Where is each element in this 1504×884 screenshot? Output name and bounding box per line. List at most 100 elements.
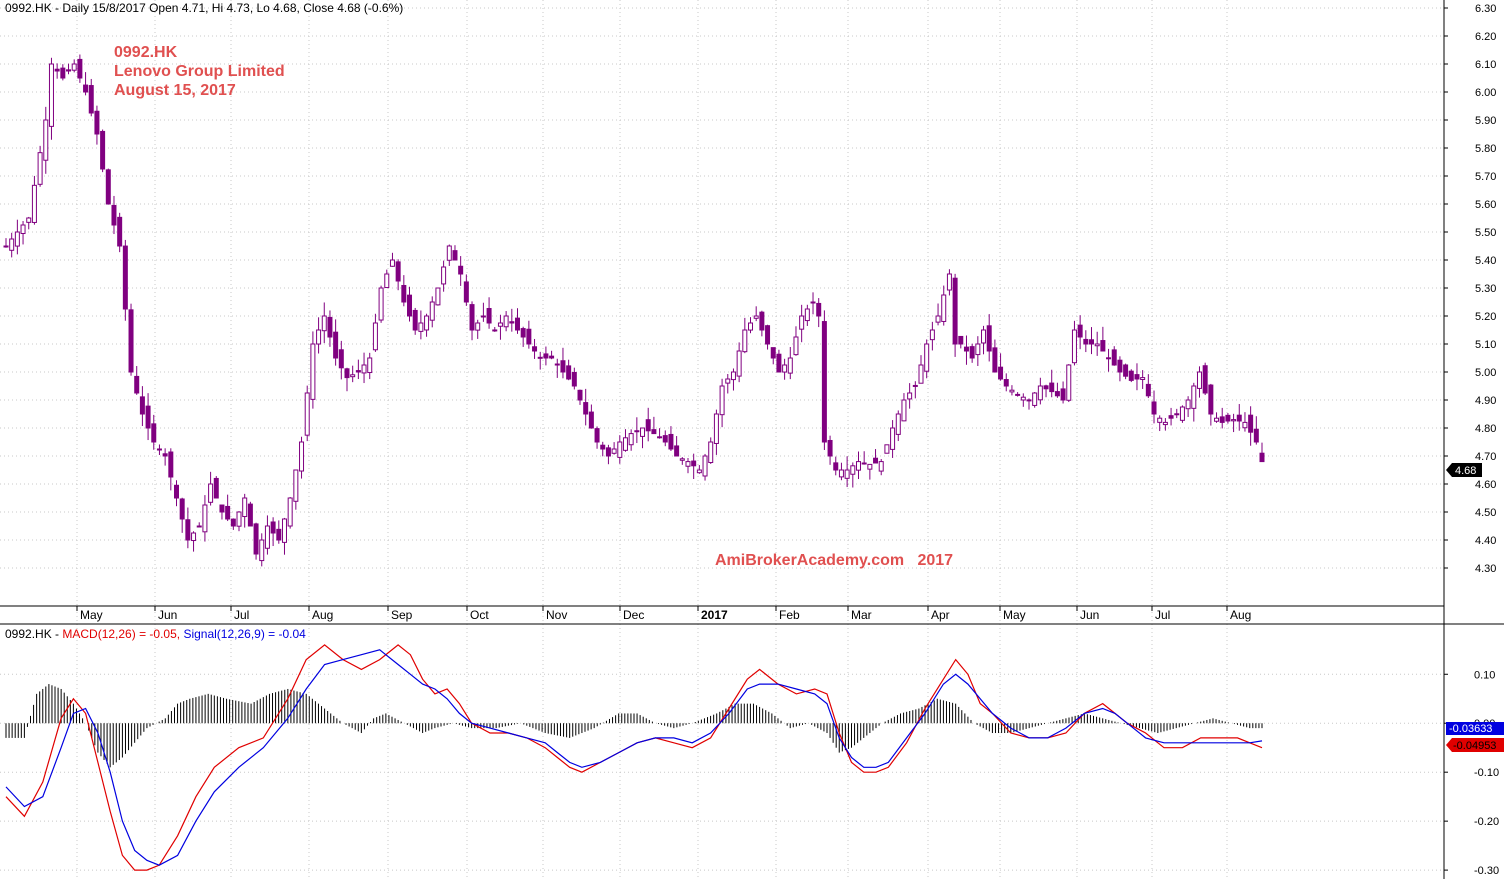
candle bbox=[867, 463, 873, 480]
date-tick-label: Jul bbox=[234, 608, 249, 622]
candle bbox=[497, 314, 503, 340]
price-tick-label: 4.80 bbox=[1475, 423, 1496, 435]
candle bbox=[37, 145, 43, 187]
candle bbox=[480, 302, 486, 322]
annotation-date: August 15, 2017 bbox=[114, 82, 236, 99]
candle bbox=[389, 252, 395, 267]
candle bbox=[446, 244, 452, 266]
candle bbox=[1026, 398, 1032, 410]
candle bbox=[1202, 362, 1208, 396]
candle bbox=[588, 404, 594, 429]
candle bbox=[407, 286, 413, 322]
candle bbox=[355, 359, 361, 380]
candle bbox=[128, 303, 134, 376]
date-tick-label: Apr bbox=[931, 608, 950, 622]
candle bbox=[702, 453, 708, 481]
candle bbox=[1157, 415, 1163, 432]
candle bbox=[1066, 364, 1072, 403]
candle bbox=[782, 358, 788, 380]
date-tick-label: May bbox=[80, 608, 103, 622]
candle bbox=[31, 175, 37, 225]
candle bbox=[333, 319, 339, 366]
annotation-symbol: 0992.HK bbox=[114, 44, 178, 61]
date-tick-label: May bbox=[1003, 608, 1026, 622]
candle bbox=[156, 444, 162, 456]
candle bbox=[713, 409, 719, 455]
annotation-company: Lenovo Group Limited bbox=[114, 63, 285, 80]
candle bbox=[1020, 393, 1026, 407]
candle bbox=[361, 352, 367, 384]
candle bbox=[270, 517, 276, 547]
candle bbox=[1083, 330, 1089, 353]
candle bbox=[1060, 381, 1066, 404]
candle bbox=[696, 465, 702, 474]
candle bbox=[105, 168, 111, 205]
price-tick-label: 5.80 bbox=[1475, 143, 1496, 155]
price-header: 0992.HK - Daily 15/8/2017 Open 4.71, Hi … bbox=[5, 1, 403, 15]
candle bbox=[1094, 331, 1100, 356]
candle bbox=[838, 462, 844, 481]
candle bbox=[1168, 407, 1174, 426]
date-tick-label: Nov bbox=[546, 608, 567, 622]
candle bbox=[878, 459, 884, 476]
candle bbox=[424, 313, 430, 337]
price-tick-label: 5.30 bbox=[1475, 283, 1496, 295]
candle bbox=[929, 321, 935, 351]
macd-header: 0992.HK - MACD(12,26) = -0.05, Signal(12… bbox=[5, 627, 306, 641]
candle bbox=[975, 336, 981, 366]
candle bbox=[395, 259, 401, 291]
candle bbox=[816, 298, 822, 328]
macd-histogram bbox=[5, 684, 1263, 768]
candle bbox=[202, 495, 208, 542]
candle bbox=[730, 368, 736, 391]
candle bbox=[1145, 374, 1151, 399]
candle bbox=[179, 497, 185, 533]
candle bbox=[9, 232, 15, 258]
price-tick-label: 4.90 bbox=[1475, 395, 1496, 407]
candle bbox=[168, 448, 174, 491]
price-tick-label: 6.10 bbox=[1475, 59, 1496, 71]
candle bbox=[1236, 404, 1242, 431]
candle bbox=[1054, 382, 1060, 398]
candle bbox=[992, 339, 998, 373]
candle bbox=[946, 269, 952, 296]
candle bbox=[213, 476, 219, 499]
candle bbox=[753, 306, 759, 322]
last-price-label: 4.68 bbox=[1455, 465, 1476, 477]
macd-axis-ticks: 0.100.00-0.10-0.20-0.30 bbox=[1444, 669, 1499, 877]
candle bbox=[776, 349, 782, 373]
candle bbox=[66, 63, 72, 75]
candle bbox=[998, 353, 1004, 381]
candle bbox=[208, 471, 214, 506]
candle bbox=[219, 504, 225, 520]
candle bbox=[259, 533, 265, 567]
candle bbox=[571, 367, 577, 390]
date-tick-label: Jul bbox=[1155, 608, 1170, 622]
candle bbox=[77, 54, 83, 83]
macd-tick-label: -0.20 bbox=[1474, 816, 1499, 828]
candle bbox=[293, 469, 299, 510]
candle bbox=[88, 78, 94, 117]
candle bbox=[83, 72, 89, 96]
price-tick-label: 5.10 bbox=[1475, 339, 1496, 351]
candle bbox=[26, 216, 32, 230]
candle bbox=[435, 287, 441, 306]
candle bbox=[617, 435, 623, 464]
date-tick-label: 2017 bbox=[701, 608, 728, 622]
signal-line bbox=[5, 649, 1263, 866]
candle bbox=[986, 314, 992, 362]
candle bbox=[43, 106, 49, 174]
candle bbox=[486, 297, 492, 329]
candle bbox=[151, 414, 157, 450]
candle bbox=[412, 307, 418, 335]
candle bbox=[60, 64, 66, 81]
candle bbox=[742, 317, 748, 354]
macd-value-marker: -0.04953 bbox=[1446, 738, 1504, 752]
candle bbox=[384, 269, 390, 289]
candle bbox=[94, 105, 100, 145]
candle bbox=[236, 511, 242, 532]
candle bbox=[1089, 327, 1095, 355]
candle bbox=[1111, 346, 1117, 366]
